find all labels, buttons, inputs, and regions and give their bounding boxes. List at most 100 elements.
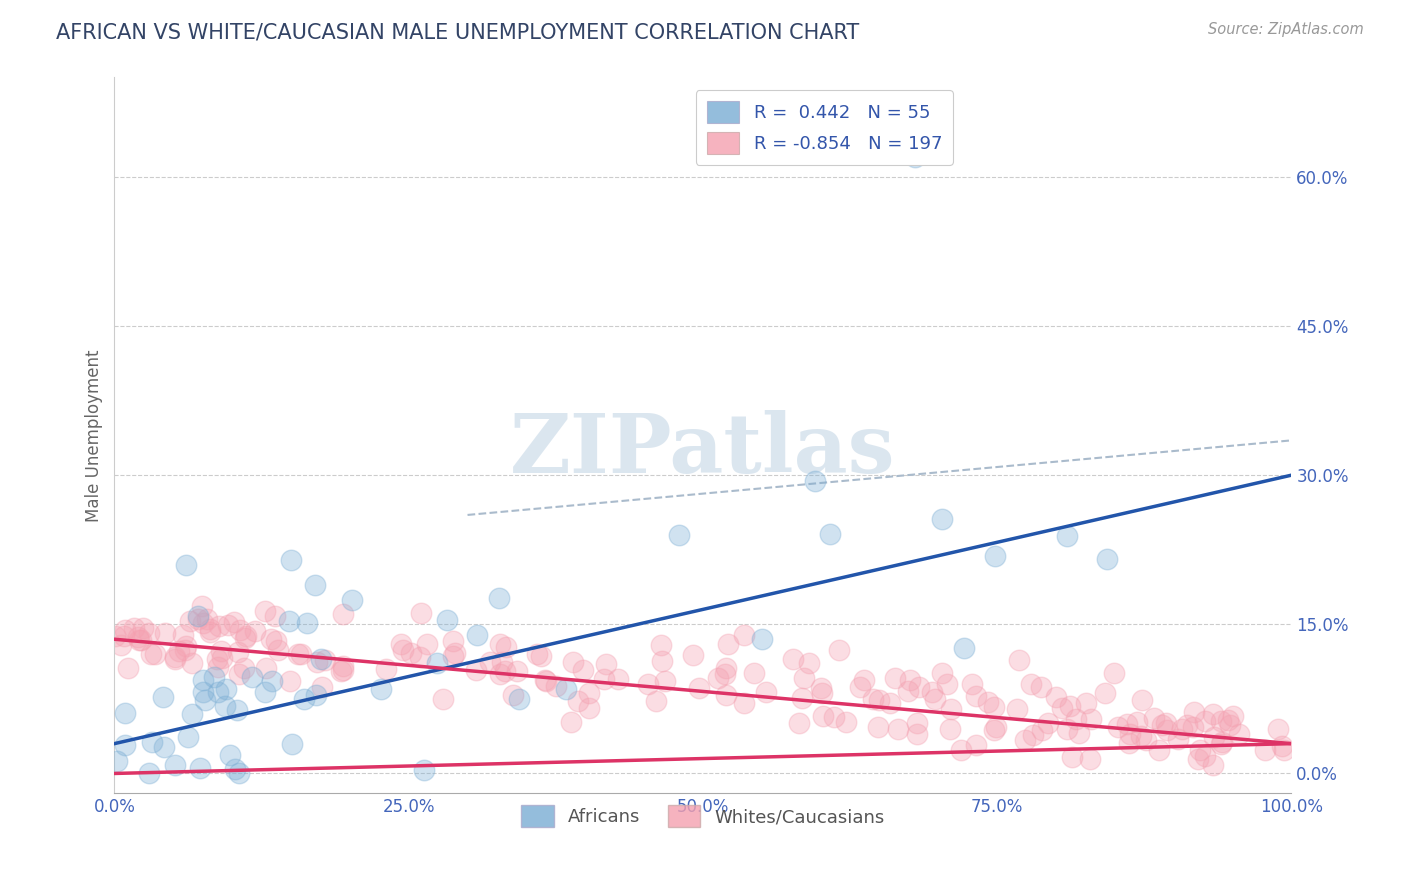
Point	[1187, 752, 1209, 766]
Point	[311, 680, 333, 694]
Point	[810, 681, 832, 696]
Point	[259, 632, 281, 647]
Point	[110, 638, 132, 652]
Point	[534, 673, 557, 688]
Point	[751, 632, 773, 647]
Point	[1050, 701, 1073, 715]
Point	[153, 740, 176, 755]
Point	[1202, 706, 1225, 721]
Point	[787, 715, 810, 730]
Point	[389, 637, 412, 651]
Point	[1222, 709, 1244, 723]
Legend: Africans, Whites/Caucasians: Africans, Whites/Caucasians	[515, 798, 891, 834]
Point	[330, 665, 353, 679]
Point	[1005, 702, 1028, 716]
Point	[637, 677, 659, 691]
Point	[292, 692, 315, 706]
Point	[264, 634, 287, 648]
Point	[332, 607, 354, 621]
Point	[887, 722, 910, 736]
Point	[879, 696, 901, 710]
Point	[441, 648, 464, 663]
Point	[572, 663, 595, 677]
Point	[595, 657, 617, 671]
Point	[561, 655, 583, 669]
Point	[717, 637, 740, 651]
Point	[924, 692, 946, 706]
Point	[804, 475, 827, 489]
Point	[654, 674, 676, 689]
Point	[921, 684, 943, 698]
Point	[305, 688, 328, 702]
Point	[202, 670, 225, 684]
Point	[139, 647, 162, 661]
Point	[1115, 716, 1137, 731]
Point	[1107, 720, 1129, 734]
Point	[489, 666, 512, 681]
Point	[790, 690, 813, 705]
Point	[811, 709, 834, 723]
Point	[163, 652, 186, 666]
Point	[983, 723, 1005, 738]
Point	[820, 526, 842, 541]
Point	[868, 693, 890, 707]
Point	[898, 673, 921, 687]
Point	[267, 643, 290, 657]
Point	[127, 630, 149, 644]
Point	[207, 659, 229, 673]
Point	[174, 558, 197, 573]
Point	[714, 689, 737, 703]
Point	[949, 743, 972, 757]
Point	[1059, 698, 1081, 713]
Point	[489, 637, 512, 651]
Point	[1272, 742, 1295, 756]
Point	[834, 715, 856, 730]
Point	[1045, 690, 1067, 704]
Point	[905, 715, 928, 730]
Point	[222, 615, 245, 629]
Point	[984, 549, 1007, 563]
Point	[214, 698, 236, 713]
Point	[567, 694, 589, 708]
Point	[1219, 717, 1241, 731]
Point	[1118, 726, 1140, 740]
Point	[195, 612, 218, 626]
Point	[436, 613, 458, 627]
Point	[1125, 714, 1147, 729]
Point	[172, 628, 194, 642]
Point	[152, 690, 174, 705]
Point	[153, 626, 176, 640]
Point	[138, 626, 160, 640]
Point	[260, 674, 283, 689]
Point	[931, 666, 953, 681]
Point	[1094, 686, 1116, 700]
Point	[253, 685, 276, 699]
Point	[668, 528, 690, 542]
Point	[810, 686, 832, 700]
Point	[281, 737, 304, 751]
Point	[797, 656, 820, 670]
Point	[409, 649, 432, 664]
Point	[1171, 722, 1194, 736]
Point	[280, 552, 302, 566]
Point	[229, 623, 252, 637]
Point	[374, 662, 396, 676]
Point	[908, 681, 931, 695]
Point	[114, 623, 136, 637]
Point	[931, 512, 953, 526]
Point	[607, 673, 630, 687]
Point	[1211, 735, 1233, 749]
Point	[191, 684, 214, 698]
Point	[179, 614, 201, 628]
Point	[1069, 726, 1091, 740]
Point	[707, 671, 730, 685]
Point	[742, 665, 765, 680]
Point	[1182, 705, 1205, 719]
Point	[1150, 718, 1173, 732]
Point	[960, 676, 983, 690]
Point	[1078, 752, 1101, 766]
Point	[1216, 713, 1239, 727]
Point	[1056, 529, 1078, 543]
Point	[1194, 714, 1216, 728]
Point	[399, 646, 422, 660]
